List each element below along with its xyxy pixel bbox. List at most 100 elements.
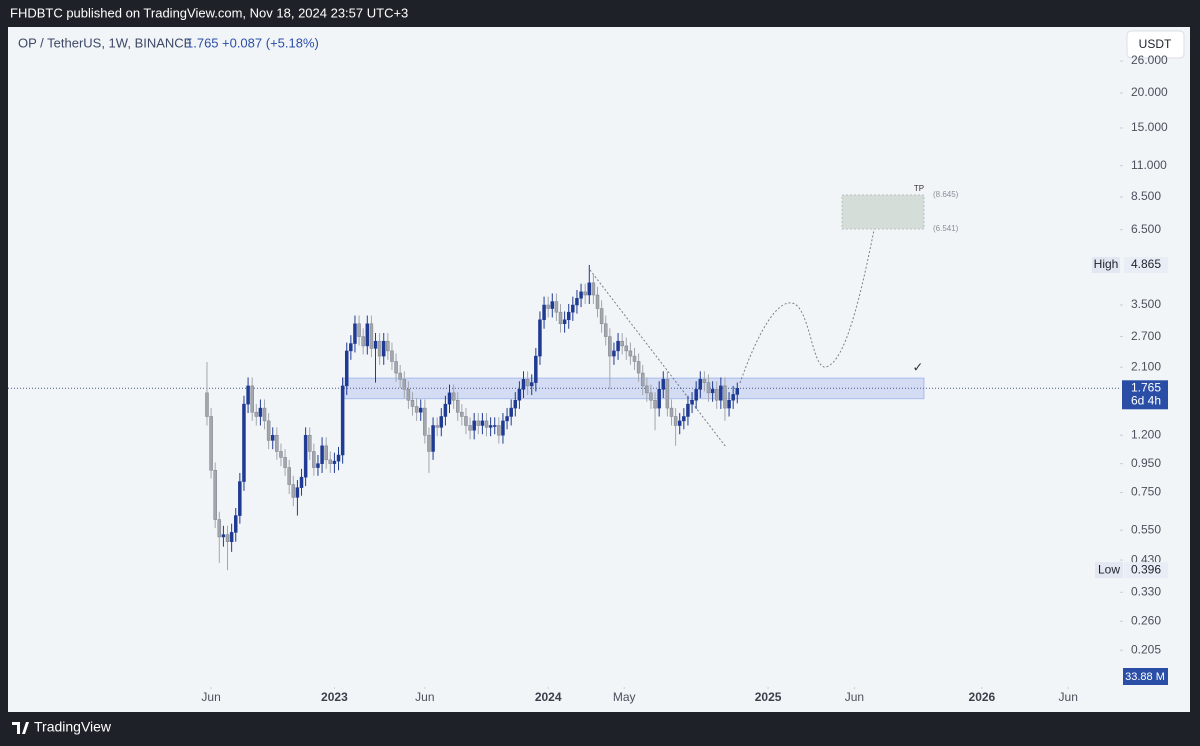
candle-body bbox=[550, 301, 555, 309]
candle-body bbox=[414, 406, 419, 413]
candle-body bbox=[583, 291, 587, 296]
x-tick-label: 2025 bbox=[755, 690, 782, 704]
candle-body bbox=[373, 340, 378, 349]
candle-body bbox=[525, 379, 530, 387]
candle-body bbox=[554, 301, 559, 313]
candle-body bbox=[620, 340, 624, 347]
candle-body bbox=[386, 340, 390, 352]
candle-body bbox=[690, 399, 694, 405]
candle-body bbox=[398, 372, 402, 380]
candle-body bbox=[213, 469, 217, 520]
candle-body bbox=[254, 411, 259, 417]
candle-body bbox=[612, 350, 616, 357]
candle-body bbox=[702, 379, 707, 383]
volume-badge-label: 33.88 M bbox=[1125, 671, 1165, 683]
candle-body bbox=[246, 385, 250, 405]
candle-body bbox=[513, 399, 518, 409]
candle-body bbox=[460, 411, 464, 417]
candle-body bbox=[698, 379, 703, 390]
last-price: 1.765 bbox=[186, 35, 219, 50]
y-tick-label: 2.700 bbox=[1131, 329, 1161, 343]
candle-body bbox=[492, 425, 497, 427]
candle-body bbox=[706, 382, 711, 394]
price-badge-countdown: 6d 4h bbox=[1131, 393, 1161, 407]
candle-body bbox=[270, 434, 275, 441]
y-tick-label: 20.000 bbox=[1131, 85, 1168, 99]
currency-button-label[interactable]: USDT bbox=[1139, 37, 1172, 51]
x-tick-label: May bbox=[613, 690, 636, 704]
candle-body bbox=[657, 389, 661, 409]
candle-body bbox=[468, 425, 472, 431]
price-badge bbox=[1122, 380, 1168, 410]
candle-body bbox=[735, 388, 740, 395]
currency-button[interactable] bbox=[1126, 30, 1185, 59]
candle-body bbox=[542, 304, 546, 321]
candle-body bbox=[435, 425, 439, 428]
candle-body bbox=[649, 392, 653, 401]
x-tick-label: Jun bbox=[201, 690, 220, 704]
candle-body bbox=[266, 420, 271, 441]
candle-body bbox=[381, 340, 386, 357]
trend-line bbox=[589, 269, 727, 448]
candle-body bbox=[312, 451, 316, 468]
candle-body bbox=[410, 399, 415, 407]
candle-body bbox=[529, 382, 534, 387]
candle-body bbox=[431, 425, 435, 452]
candle-body bbox=[217, 519, 222, 538]
y-tick-label: 8.500 bbox=[1131, 189, 1161, 203]
badge-tag-label: Low bbox=[1098, 562, 1120, 576]
candle-body bbox=[636, 361, 641, 374]
candle-body bbox=[307, 434, 312, 452]
candle-body bbox=[587, 282, 592, 296]
brand-name: TradingView bbox=[34, 719, 112, 735]
badge-tag-label: High bbox=[1094, 257, 1119, 271]
candle-body bbox=[279, 451, 283, 458]
candle-body bbox=[562, 319, 567, 325]
y-tick-label: 6.500 bbox=[1131, 222, 1161, 236]
x-tick-label: Jun bbox=[845, 690, 864, 704]
candle-body bbox=[538, 319, 542, 357]
candle-body bbox=[464, 416, 468, 426]
candle-body bbox=[591, 282, 596, 296]
candle-body bbox=[497, 425, 501, 436]
candle-body bbox=[283, 457, 287, 468]
candle-body bbox=[595, 294, 600, 309]
candle-body bbox=[258, 407, 263, 417]
candle-body bbox=[451, 392, 456, 401]
candle-body bbox=[723, 385, 727, 409]
candle-body bbox=[238, 481, 242, 516]
candle-body bbox=[624, 345, 629, 352]
chart-panel bbox=[8, 27, 1190, 712]
x-tick-label: Jun bbox=[1059, 690, 1078, 704]
price-badge-value: 1.765 bbox=[1131, 380, 1161, 394]
candle-body bbox=[682, 416, 686, 422]
y-tick-label: 15.000 bbox=[1131, 120, 1168, 134]
projection-path bbox=[739, 224, 876, 384]
candle-body bbox=[608, 336, 612, 357]
candle-body bbox=[320, 445, 324, 464]
candle-body bbox=[640, 372, 645, 387]
y-tick-label: 0.550 bbox=[1131, 522, 1161, 536]
y-tick-label: 0.205 bbox=[1131, 642, 1161, 656]
candle-body bbox=[558, 311, 563, 325]
candle-body bbox=[628, 350, 633, 357]
plot: 26.000 20.000 15.000 11.000 8.500 6.500 3.500 2… bbox=[8, 53, 1168, 704]
candle-body bbox=[714, 389, 719, 401]
candle-body bbox=[229, 532, 234, 542]
candle-body bbox=[517, 389, 522, 401]
y-tick-label: 2.100 bbox=[1131, 359, 1161, 373]
candle-body bbox=[377, 340, 382, 357]
badge-value bbox=[1124, 562, 1168, 579]
candle-body bbox=[349, 343, 353, 352]
candle-body bbox=[275, 434, 279, 452]
candle-body bbox=[328, 459, 333, 464]
candle-body bbox=[566, 311, 571, 321]
candle-body bbox=[361, 336, 365, 347]
candle-body bbox=[509, 407, 513, 417]
candle-body bbox=[357, 323, 361, 337]
candle-body bbox=[694, 389, 698, 401]
candle-body bbox=[677, 420, 682, 426]
candle-body bbox=[480, 420, 485, 426]
candle-body bbox=[336, 454, 341, 462]
